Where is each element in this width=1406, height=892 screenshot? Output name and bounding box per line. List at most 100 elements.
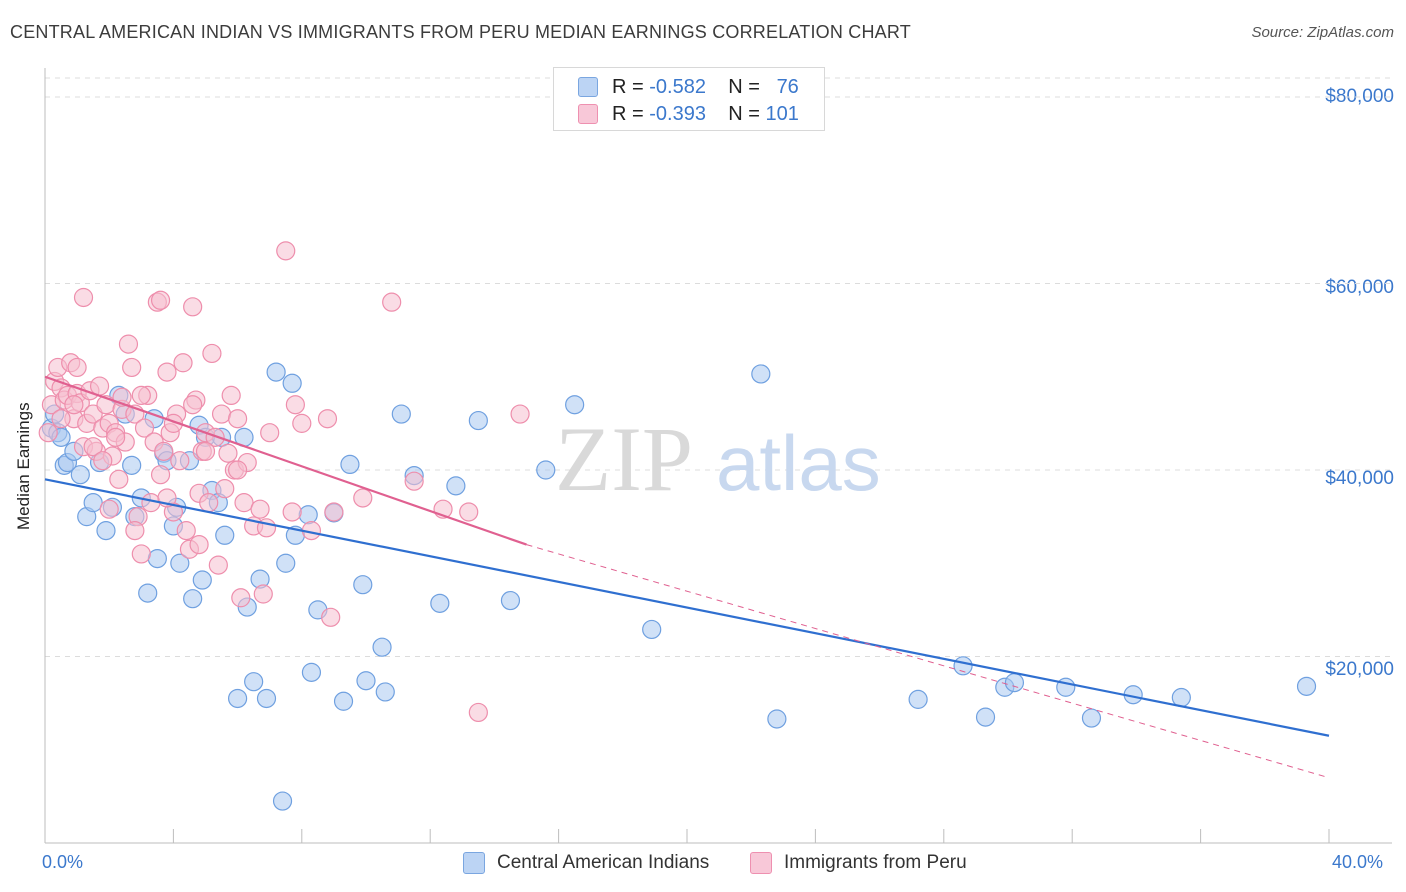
point-peru [106, 427, 126, 447]
point-peru [382, 292, 402, 312]
point-central-american [565, 395, 585, 415]
point-central-american [1171, 687, 1191, 708]
n-label: N = [728, 102, 760, 125]
point-central-american [536, 460, 556, 480]
point-central-american [272, 791, 293, 811]
point-central-american [953, 656, 973, 676]
point-peru [253, 584, 273, 604]
point-central-american [244, 672, 264, 692]
data-points [38, 241, 1317, 811]
point-peru [83, 437, 103, 457]
point-central-american [298, 505, 318, 525]
point-peru [353, 488, 373, 508]
stats-legend: R = -0.582 N = 76 R = -0.393 N = 101 [553, 67, 825, 131]
chart-title: CENTRAL AMERICAN INDIAN VS IMMIGRANTS FR… [10, 22, 911, 42]
point-central-american [183, 589, 203, 609]
point-peru [189, 534, 209, 555]
point-central-american [391, 404, 411, 424]
point-peru [154, 441, 174, 461]
point-central-american [96, 521, 116, 541]
r-value: -0.393 [649, 102, 706, 125]
point-central-american [446, 476, 466, 496]
point-peru [150, 290, 171, 310]
point-peru [231, 588, 251, 608]
point-central-american [642, 619, 662, 640]
point-peru [173, 353, 193, 373]
point-peru [67, 357, 87, 378]
point-central-american [1081, 708, 1102, 728]
point-peru [250, 499, 270, 519]
legend-swatch [750, 852, 772, 874]
r-label: R = [612, 75, 644, 98]
point-peru [157, 362, 177, 382]
point-peru [205, 427, 225, 447]
point-central-american [170, 553, 190, 573]
point-central-american [147, 548, 167, 569]
point-central-american [500, 590, 521, 611]
point-central-american [767, 709, 787, 729]
point-peru [99, 499, 119, 519]
x-tick-label: 0.0% [42, 852, 84, 872]
point-central-american [266, 362, 286, 382]
point-peru [89, 376, 110, 396]
point-peru [510, 404, 530, 424]
point-peru [234, 493, 254, 513]
point-peru [208, 555, 228, 575]
point-peru [215, 479, 235, 499]
point-central-american [430, 593, 450, 613]
point-central-american [375, 682, 395, 702]
trend-lines [44, 375, 1330, 779]
legend-central-american-indians: Central American Indians [463, 852, 709, 874]
legend-swatch [578, 77, 598, 97]
legend-label: Immigrants from Peru [784, 852, 967, 873]
point-central-american [215, 525, 235, 545]
point-peru [202, 343, 222, 364]
point-peru [176, 521, 196, 541]
n-value: 76 [776, 75, 799, 98]
legend-label: Central American Indians [497, 852, 710, 873]
legend-swatch [463, 852, 485, 874]
point-peru [221, 385, 241, 405]
y-tick-label: $60,000 [1325, 277, 1394, 298]
watermark-atlas: atlas [716, 419, 881, 507]
point-peru [282, 502, 302, 522]
point-central-american [908, 689, 928, 709]
point-peru [131, 385, 151, 405]
point-peru [122, 357, 142, 378]
point-central-american [192, 570, 212, 590]
point-peru [195, 441, 216, 461]
point-central-american [340, 454, 360, 475]
point-central-american [70, 465, 90, 485]
point-peru [211, 404, 232, 424]
point-central-american [975, 707, 996, 727]
point-peru [285, 395, 305, 415]
point-central-american [228, 688, 248, 709]
point-central-american [468, 410, 488, 431]
point-peru [38, 423, 58, 443]
point-central-american [1004, 673, 1025, 693]
legend-row-peru: R = -0.393 N = 101 [578, 101, 799, 127]
point-peru [468, 702, 488, 723]
point-peru [109, 469, 129, 489]
point-peru [218, 443, 238, 463]
point-peru [118, 334, 139, 354]
point-central-american [276, 553, 296, 573]
point-peru [131, 544, 151, 564]
point-central-american [256, 688, 277, 709]
n-label: N = [728, 75, 760, 98]
legend-swatch [578, 104, 598, 124]
watermark-zip: ZIP [555, 408, 693, 510]
legend-row-central-american: R = -0.582 N = 76 [578, 74, 799, 100]
point-peru [199, 493, 219, 513]
point-peru [317, 409, 338, 429]
point-peru [228, 460, 248, 480]
point-peru [228, 409, 248, 429]
trend-line-peru [44, 375, 527, 546]
point-peru [260, 423, 280, 443]
point-peru [292, 413, 312, 433]
point-central-american [282, 373, 302, 393]
source-label: Source: ZipAtlas.com [1251, 24, 1394, 41]
point-peru [324, 502, 344, 522]
point-central-american [353, 575, 373, 595]
point-central-american [372, 637, 392, 657]
